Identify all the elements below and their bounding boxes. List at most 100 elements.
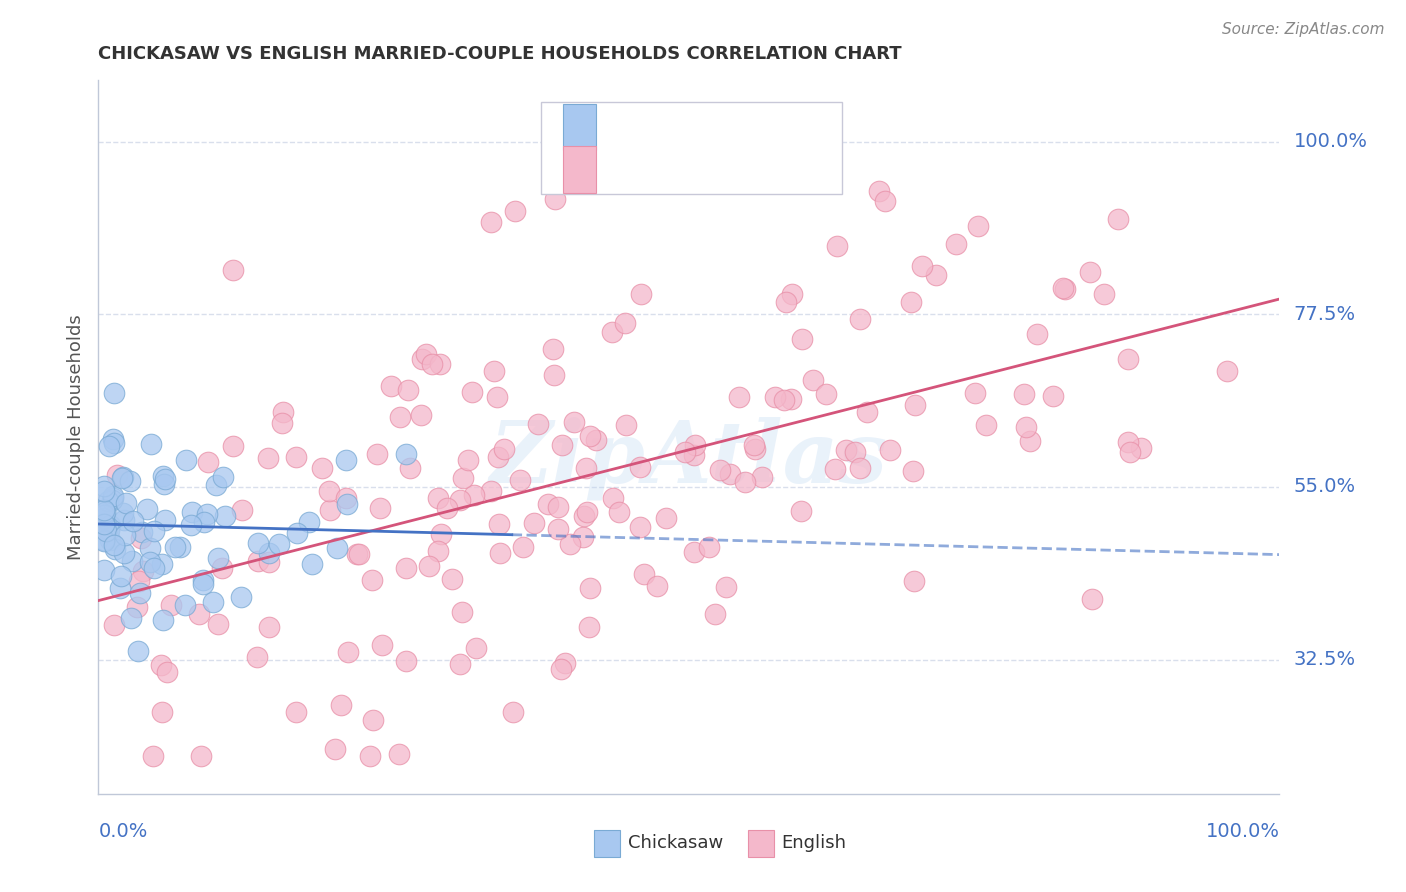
- Text: 32.5%: 32.5%: [1294, 650, 1355, 669]
- Point: [93, 511, 115, 525]
- Point: [152, 468, 174, 483]
- Point: [335, 453, 357, 467]
- Point: [790, 332, 813, 346]
- Point: [329, 698, 352, 712]
- Point: [901, 464, 924, 478]
- Point: [94, 524, 117, 539]
- Text: 100.0%: 100.0%: [1294, 132, 1368, 151]
- Point: [512, 540, 534, 554]
- Point: [554, 656, 576, 670]
- Point: [709, 463, 731, 477]
- Point: [319, 502, 342, 516]
- Point: [562, 415, 585, 429]
- Point: [578, 620, 600, 634]
- Point: [963, 385, 986, 400]
- Point: [107, 467, 129, 482]
- Text: 77.5%: 77.5%: [1294, 305, 1355, 324]
- Point: [229, 590, 252, 604]
- Point: [100, 492, 122, 507]
- Text: N =: N =: [752, 117, 796, 136]
- Point: [257, 546, 280, 560]
- Point: [271, 404, 294, 418]
- Point: [628, 520, 651, 534]
- Point: [910, 260, 932, 274]
- Point: [174, 453, 197, 467]
- Point: [780, 286, 803, 301]
- Point: [427, 491, 450, 506]
- Point: [388, 409, 411, 424]
- Point: [494, 442, 516, 456]
- Point: [537, 497, 560, 511]
- Point: [103, 435, 125, 450]
- Point: [486, 390, 509, 404]
- Point: [101, 491, 124, 505]
- Point: [1052, 281, 1074, 295]
- Point: [879, 443, 901, 458]
- Point: [824, 462, 846, 476]
- Point: [247, 553, 270, 567]
- Point: [93, 478, 115, 492]
- Point: [101, 433, 124, 447]
- Point: [551, 438, 574, 452]
- Point: [789, 504, 811, 518]
- Point: [93, 563, 115, 577]
- Text: 100.0%: 100.0%: [1205, 822, 1279, 841]
- Point: [427, 544, 450, 558]
- Point: [336, 497, 359, 511]
- Point: [366, 447, 388, 461]
- Text: R =: R =: [617, 160, 659, 179]
- Point: [780, 392, 803, 407]
- Point: [543, 368, 565, 382]
- Point: [346, 547, 368, 561]
- Point: [361, 573, 384, 587]
- Point: [682, 544, 704, 558]
- Point: [633, 566, 655, 581]
- Point: [103, 618, 125, 632]
- Point: [714, 580, 737, 594]
- Text: 0.0%: 0.0%: [98, 822, 148, 841]
- Point: [257, 450, 280, 465]
- Point: [128, 644, 150, 658]
- Point: [486, 450, 509, 465]
- Point: [115, 496, 138, 510]
- Point: [430, 526, 453, 541]
- Point: [488, 546, 510, 560]
- Point: [301, 557, 323, 571]
- Point: [399, 461, 422, 475]
- Point: [1014, 420, 1036, 434]
- Point: [93, 484, 115, 499]
- Point: [925, 268, 948, 282]
- Point: [395, 561, 418, 575]
- Point: [436, 500, 458, 515]
- Point: [945, 236, 967, 251]
- Point: [156, 665, 179, 679]
- Point: [193, 573, 215, 587]
- Point: [547, 522, 569, 536]
- Point: [509, 473, 531, 487]
- Point: [222, 263, 245, 277]
- Point: [93, 517, 115, 532]
- Text: Source: ZipAtlas.com: Source: ZipAtlas.com: [1222, 22, 1385, 37]
- Point: [1019, 434, 1042, 449]
- Point: [118, 475, 141, 489]
- Text: Chickasaw: Chickasaw: [627, 834, 723, 852]
- Point: [429, 358, 451, 372]
- Point: [337, 645, 360, 659]
- Point: [630, 287, 652, 301]
- Point: [180, 518, 202, 533]
- Point: [335, 491, 357, 505]
- Point: [773, 393, 796, 408]
- Point: [482, 364, 505, 378]
- Point: [579, 428, 602, 442]
- Point: [815, 387, 838, 401]
- Text: CHICKASAW VS ENGLISH MARRIED-COUPLE HOUSEHOLDS CORRELATION CHART: CHICKASAW VS ENGLISH MARRIED-COUPLE HOUS…: [98, 45, 903, 63]
- Point: [547, 500, 569, 514]
- Point: [463, 487, 485, 501]
- Point: [875, 194, 897, 209]
- Point: [1216, 363, 1239, 377]
- Point: [420, 357, 443, 371]
- Point: [361, 713, 384, 727]
- Point: [180, 505, 202, 519]
- Text: ZipAtlas: ZipAtlas: [489, 417, 889, 500]
- Point: [974, 418, 997, 433]
